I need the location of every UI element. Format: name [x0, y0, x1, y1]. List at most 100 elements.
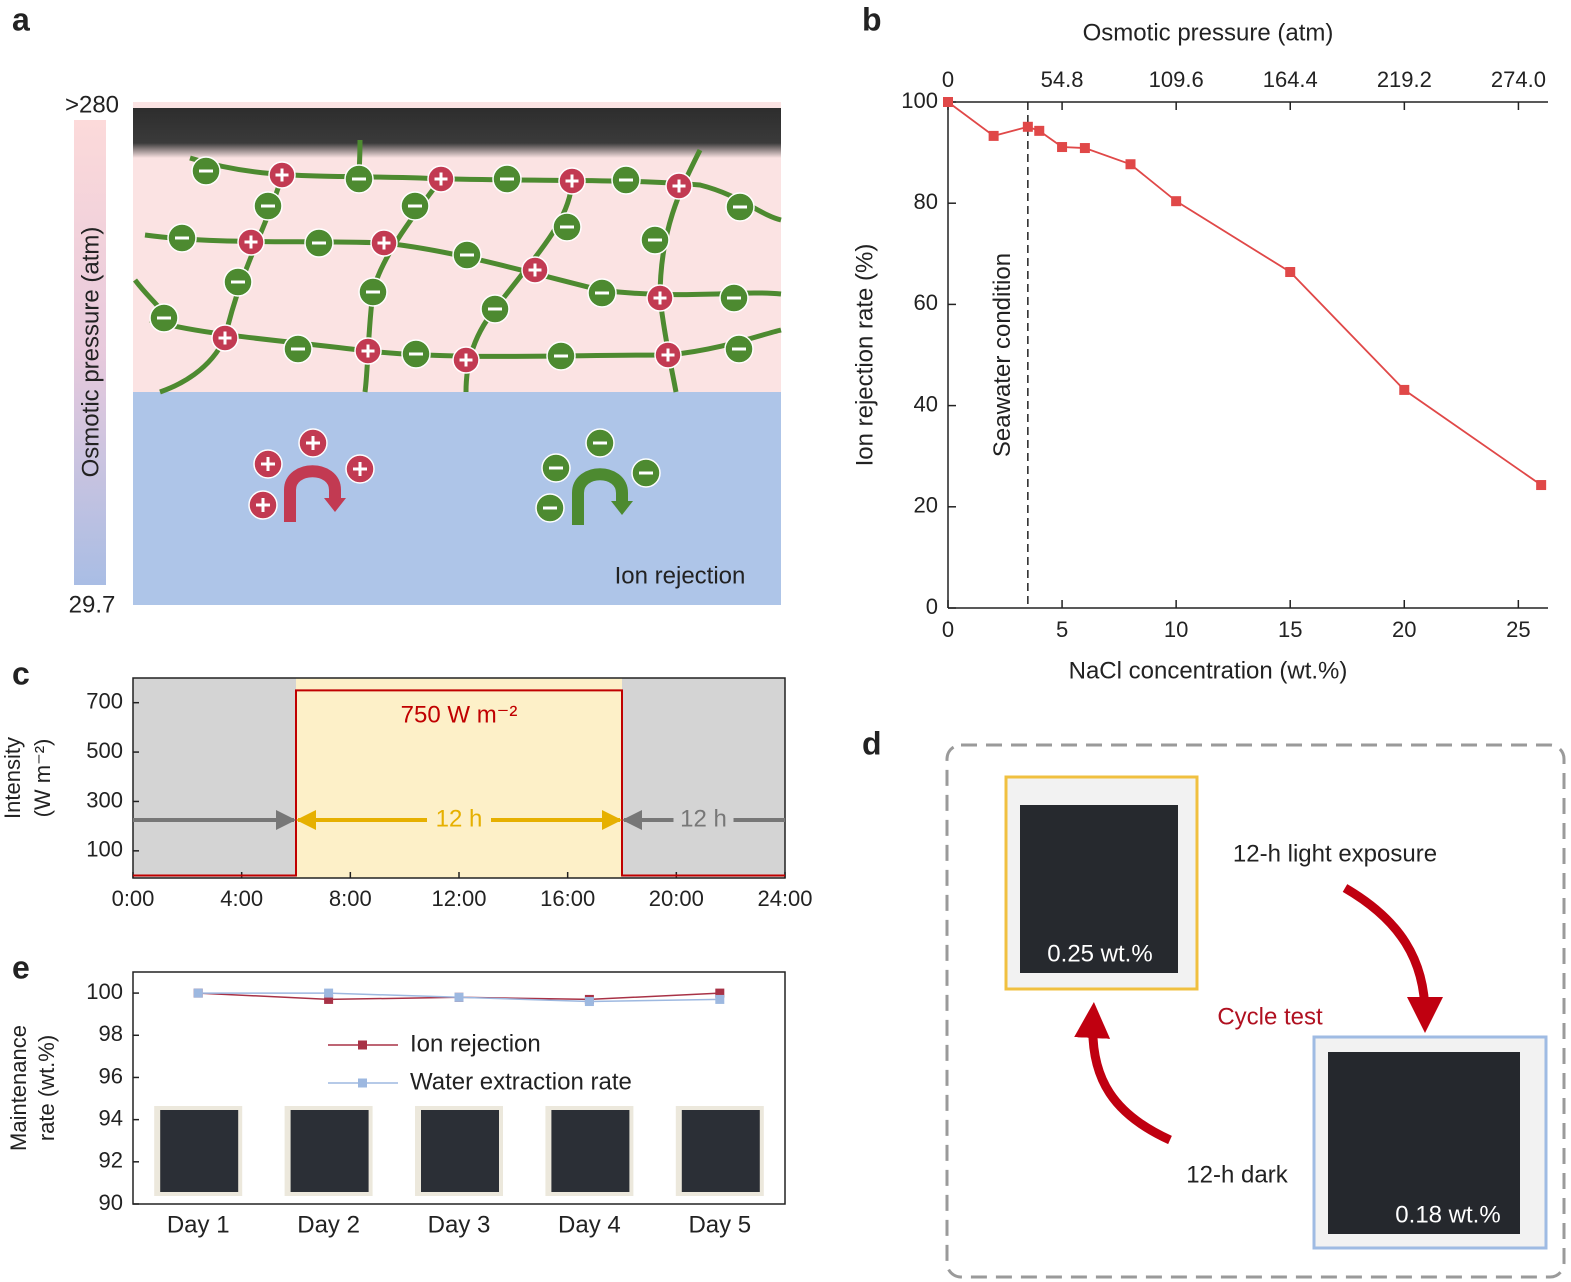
sample	[290, 1110, 369, 1192]
data-point	[1536, 480, 1547, 491]
x-tick-label: Day 3	[428, 1211, 491, 1238]
data-line	[133, 689, 785, 877]
y-tick-label: 20	[914, 493, 938, 518]
data-point	[988, 130, 999, 141]
panel-label: c	[12, 655, 30, 691]
data-point	[1285, 267, 1296, 278]
sample	[421, 1110, 499, 1192]
data-point	[1125, 159, 1136, 170]
sample-label: 0.25 wt.%	[1047, 940, 1152, 967]
panel-label: b	[862, 1, 882, 37]
legend-label: Water extraction rate	[410, 1068, 632, 1095]
cycle-arrow	[1074, 1002, 1172, 1145]
y-tick-label: 80	[914, 189, 938, 214]
ions	[149, 156, 755, 523]
diagram-a: >280 29.7 Osmotic pressure (atm) Ion rej…	[65, 91, 782, 618]
step-label: 12-h light exposure	[1233, 840, 1437, 867]
y-axis-label: Ion rejection rate (%)	[851, 244, 878, 467]
data-point	[454, 992, 464, 1002]
annotation: 12 h	[436, 805, 483, 832]
period-shade	[622, 678, 785, 878]
x-tick-label: 20	[1392, 617, 1416, 642]
y-tick-label: 300	[86, 787, 123, 812]
x-tick-label: 20:00	[649, 886, 704, 911]
x-tick-label: 8:00	[329, 886, 372, 911]
x2-tick-label: 54.8	[1041, 67, 1084, 92]
sample	[1328, 1052, 1520, 1234]
y-tick-label: 98	[99, 1021, 123, 1046]
y-tick-label: 700	[86, 689, 123, 714]
color-bar	[74, 120, 106, 585]
data-point	[943, 97, 953, 107]
y-tick-label: 94	[99, 1105, 123, 1130]
x-tick-label: 0:00	[112, 886, 155, 911]
data-point	[1022, 121, 1033, 132]
legend-marker	[358, 1040, 367, 1050]
panel-label: d	[862, 725, 882, 761]
x-tick-label: 15	[1278, 617, 1302, 642]
period-shade	[133, 678, 296, 878]
x-axis-label: NaCl concentration (wt.%)	[1069, 657, 1348, 684]
data-point	[324, 994, 334, 1004]
y-axis-label: (W m⁻²)	[30, 739, 55, 818]
sample	[551, 1110, 630, 1192]
top-layer	[133, 108, 781, 158]
x-tick-label: Day 1	[167, 1211, 230, 1238]
region-label: Ion rejection	[615, 562, 746, 589]
y-tick-label: 92	[99, 1148, 123, 1173]
y-axis-label: rate (wt.%)	[34, 1035, 59, 1141]
x2-axis-label: Osmotic pressure (atm)	[1083, 19, 1334, 46]
x2-tick-label: 109.6	[1149, 67, 1204, 92]
y-tick-label: 90	[99, 1190, 123, 1215]
y-tick-label: 100	[86, 837, 123, 862]
annotation: 12 h	[680, 805, 727, 832]
x-tick-label: 24:00	[757, 886, 812, 911]
data-point	[1034, 125, 1045, 136]
x-tick-label: 5	[1056, 617, 1068, 642]
period-shade	[296, 678, 622, 878]
y-axis-label: Maintenance	[6, 1025, 31, 1151]
x2-tick-label: 219.2	[1377, 67, 1432, 92]
legend-label: Ion rejection	[410, 1030, 541, 1057]
plot-frame	[132, 971, 786, 1205]
cycle-arrow	[1342, 884, 1443, 1033]
data-point	[324, 988, 334, 998]
center-label: Cycle test	[1217, 1003, 1323, 1030]
rejection-arrow	[572, 468, 628, 525]
annotation: 750 W m⁻²	[401, 701, 518, 728]
rejection-arrow	[284, 465, 341, 522]
dashed-frame	[945, 743, 1566, 1279]
data-point	[584, 997, 594, 1007]
legend-marker	[358, 1078, 367, 1088]
y-axis-label: Intensity	[0, 737, 25, 819]
data-point	[715, 988, 725, 998]
data-point	[1057, 142, 1068, 153]
sample	[1020, 805, 1178, 973]
data-line	[947, 101, 1542, 486]
x-tick-label: 25	[1506, 617, 1530, 642]
x-tick-label: Day 4	[558, 1211, 621, 1238]
y-tick-label: 100	[901, 88, 938, 113]
scale-label: Osmotic pressure (atm)	[77, 227, 104, 478]
panel-label: e	[12, 949, 30, 985]
x-tick-label: Day 2	[297, 1211, 360, 1238]
arrow-head	[324, 498, 346, 512]
y-tick-label: 40	[914, 391, 938, 416]
sample	[681, 1110, 760, 1192]
x-tick-label: 16:00	[540, 886, 595, 911]
y-tick-label: 500	[86, 738, 123, 763]
y-tick-label: 100	[86, 979, 123, 1004]
x-tick-label: 12:00	[431, 886, 486, 911]
annotation: Seawater condition	[989, 253, 1016, 457]
scale-bottom: 29.7	[69, 591, 116, 618]
arrow-head	[611, 501, 633, 515]
data-point	[1079, 143, 1090, 154]
y-tick-label: 0	[926, 594, 938, 619]
data-point	[715, 994, 725, 1004]
scale-top: >280	[65, 91, 119, 118]
data-point	[1399, 384, 1410, 395]
y-tick-label: 60	[914, 290, 938, 315]
data-point	[193, 988, 203, 998]
x2-tick-label: 164.4	[1263, 67, 1318, 92]
